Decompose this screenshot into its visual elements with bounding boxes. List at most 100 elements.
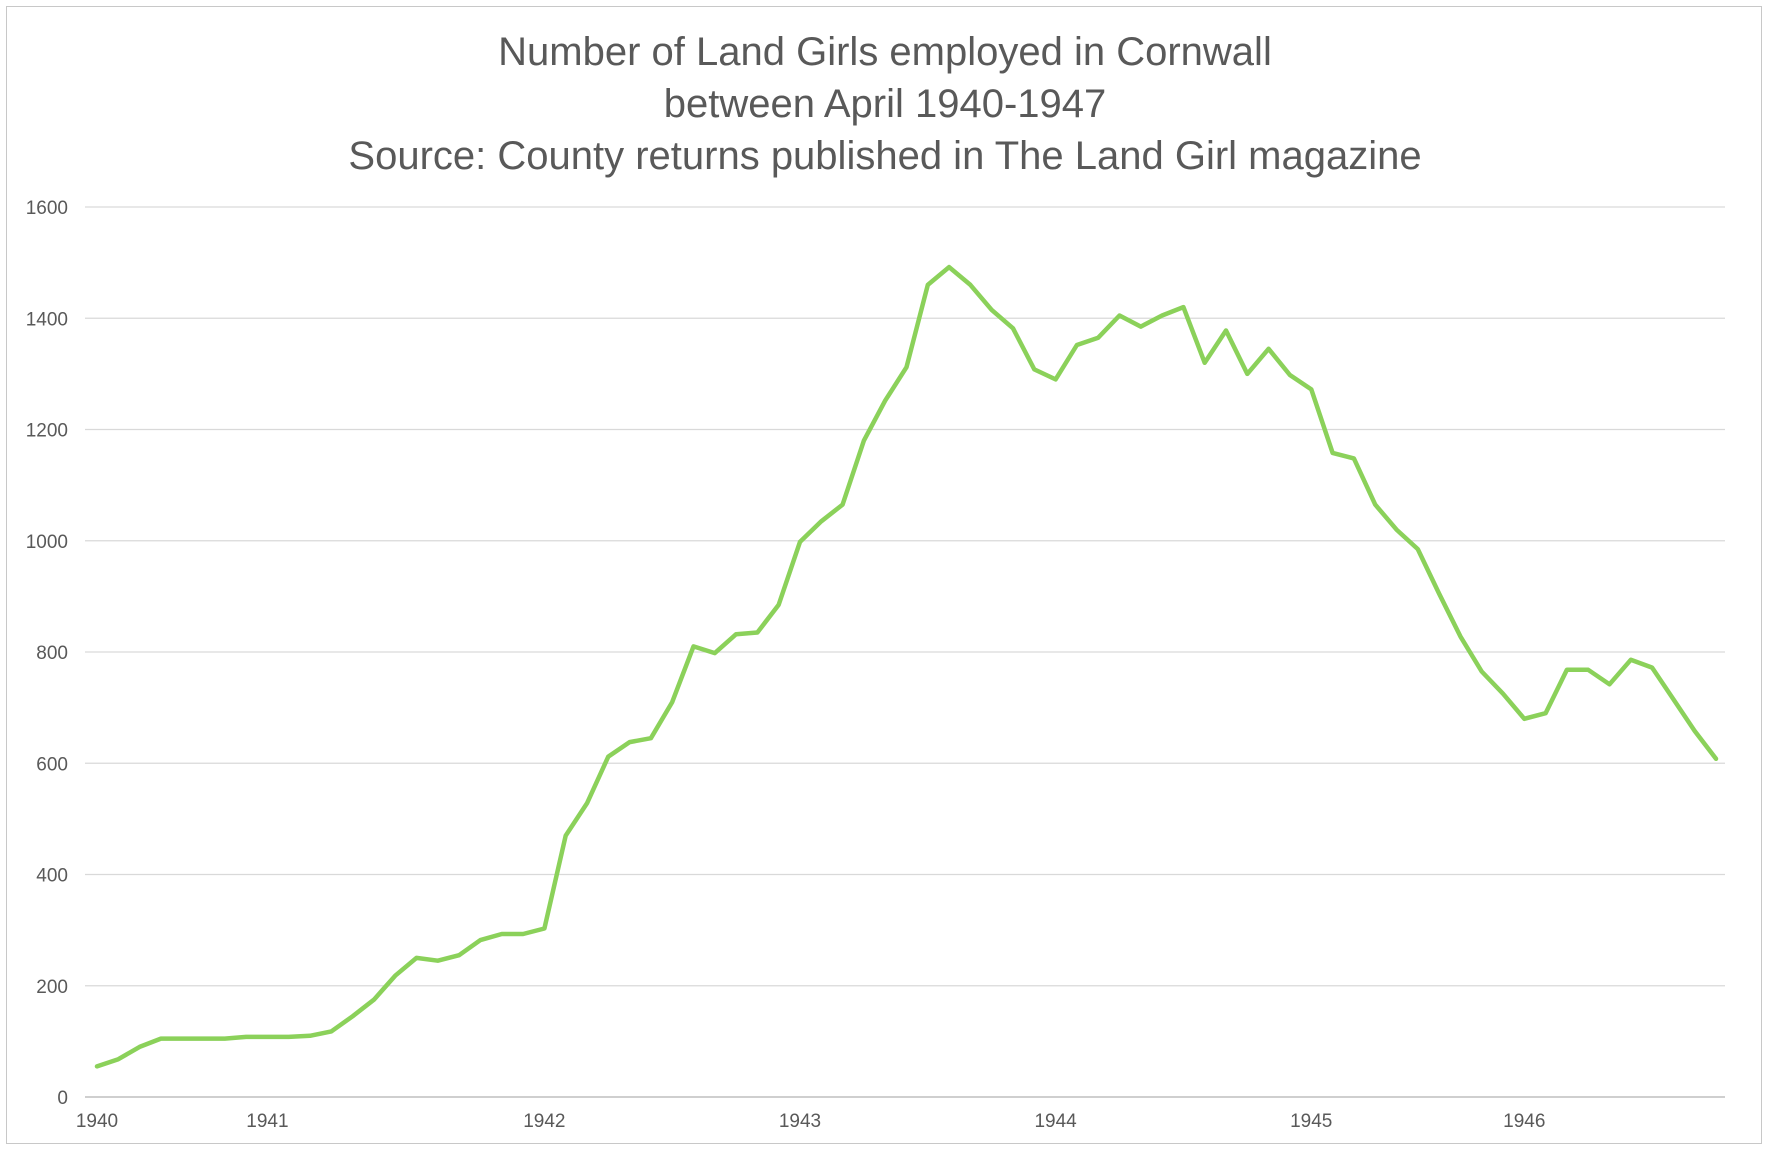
data-point-62 <box>1416 547 1420 551</box>
chart-title-line-1: Number of Land Girls employed in Cornwal… <box>498 30 1272 74</box>
y-tick-label-1200: 1200 <box>26 421 68 442</box>
x-tick-label-1940: 1940 <box>76 1111 118 1132</box>
data-point-57 <box>1309 387 1313 391</box>
x-tick-label-1941: 1941 <box>246 1111 288 1132</box>
x-tick-label-1946: 1946 <box>1503 1111 1545 1132</box>
data-point-71 <box>1607 682 1611 686</box>
data-point-36 <box>862 439 866 443</box>
data-point-45 <box>1054 377 1058 381</box>
data-point-13 <box>372 998 376 1002</box>
data-point-9 <box>287 1035 291 1039</box>
data-point-42 <box>990 308 994 312</box>
data-point-16 <box>436 959 440 963</box>
data-point-28 <box>691 644 695 648</box>
data-point-74 <box>1671 697 1675 701</box>
data-point-64 <box>1458 634 1462 638</box>
data-point-55 <box>1267 347 1271 351</box>
data-point-24 <box>606 755 610 759</box>
data-point-53 <box>1224 328 1228 332</box>
data-point-34 <box>819 519 823 523</box>
data-point-61 <box>1394 528 1398 532</box>
data-point-15 <box>415 956 419 960</box>
x-tick-label-1942: 1942 <box>523 1111 565 1132</box>
data-point-10 <box>308 1034 312 1038</box>
data-point-35 <box>841 503 845 507</box>
data-point-44 <box>1032 367 1036 371</box>
data-point-63 <box>1437 592 1441 596</box>
data-point-23 <box>585 801 589 805</box>
data-point-6 <box>223 1037 227 1041</box>
data-point-25 <box>628 740 632 744</box>
data-point-2 <box>138 1045 142 1049</box>
data-point-1 <box>116 1057 120 1061</box>
data-point-0 <box>95 1064 99 1068</box>
data-point-68 <box>1544 711 1548 715</box>
data-point-41 <box>968 283 972 287</box>
y-tick-label-1600: 1600 <box>26 198 68 219</box>
data-point-54 <box>1245 372 1249 376</box>
data-point-8 <box>265 1035 269 1039</box>
data-point-3 <box>159 1037 163 1041</box>
data-point-48 <box>1118 313 1122 317</box>
data-point-4 <box>180 1037 184 1041</box>
series-layer <box>94 264 1719 1069</box>
data-point-33 <box>798 540 802 544</box>
data-point-29 <box>713 651 717 655</box>
chart-title: Number of Land Girls employed in Cornwal… <box>0 26 1770 182</box>
data-point-67 <box>1522 717 1526 721</box>
data-point-14 <box>393 974 397 978</box>
data-point-75 <box>1693 729 1697 733</box>
data-point-20 <box>521 932 525 936</box>
data-point-58 <box>1331 451 1335 455</box>
data-point-39 <box>926 283 930 287</box>
data-point-46 <box>1075 343 1079 347</box>
y-tick-label-800: 800 <box>36 643 68 664</box>
data-point-26 <box>649 736 653 740</box>
y-tick-label-600: 600 <box>36 754 68 775</box>
data-point-73 <box>1650 666 1654 670</box>
data-point-52 <box>1203 361 1207 365</box>
data-point-76 <box>1714 757 1718 761</box>
series-line-land-girls <box>94 264 1719 1069</box>
y-tick-label-200: 200 <box>36 977 68 998</box>
data-point-66 <box>1501 692 1505 696</box>
y-tick-label-0: 0 <box>57 1088 68 1109</box>
data-point-21 <box>542 926 546 930</box>
y-axis-tick-labels: 0 200 400 600 800 1000 1200 1400 1600 <box>26 198 68 1109</box>
data-point-69 <box>1565 668 1569 672</box>
data-point-5 <box>202 1037 206 1041</box>
data-point-17 <box>457 953 461 957</box>
data-point-60 <box>1373 503 1377 507</box>
chart-title-line-2: between April 1940-1947 <box>663 82 1107 126</box>
data-point-37 <box>883 399 887 403</box>
chart-frame <box>6 6 1762 1144</box>
data-point-43 <box>1011 326 1015 330</box>
data-point-59 <box>1352 456 1356 460</box>
x-tick-label-1943: 1943 <box>779 1111 821 1132</box>
data-point-18 <box>478 938 482 942</box>
data-point-38 <box>905 365 909 369</box>
data-point-11 <box>329 1029 333 1033</box>
data-point-65 <box>1480 669 1484 673</box>
data-point-51 <box>1181 305 1185 309</box>
data-point-30 <box>734 632 738 636</box>
data-point-56 <box>1288 373 1292 377</box>
x-axis-tick-labels: 19401941194219431944194519461947 <box>76 1111 1546 1132</box>
data-point-19 <box>500 932 504 936</box>
data-point-72 <box>1629 658 1633 662</box>
data-point-40 <box>947 265 951 269</box>
chart-title-line-3: Source: County returns published in The … <box>348 134 1422 178</box>
data-point-31 <box>755 631 759 635</box>
data-point-70 <box>1586 668 1590 672</box>
data-point-47 <box>1096 336 1100 340</box>
data-point-22 <box>564 834 568 838</box>
y-tick-label-1000: 1000 <box>26 532 68 553</box>
data-point-7 <box>244 1035 248 1039</box>
data-point-32 <box>777 603 781 607</box>
gridlines <box>85 206 1725 987</box>
data-point-49 <box>1139 325 1143 329</box>
x-tick-label-1944: 1944 <box>1034 1111 1077 1132</box>
data-point-50 <box>1160 313 1164 317</box>
x-tick-label-1945: 1945 <box>1290 1111 1332 1132</box>
